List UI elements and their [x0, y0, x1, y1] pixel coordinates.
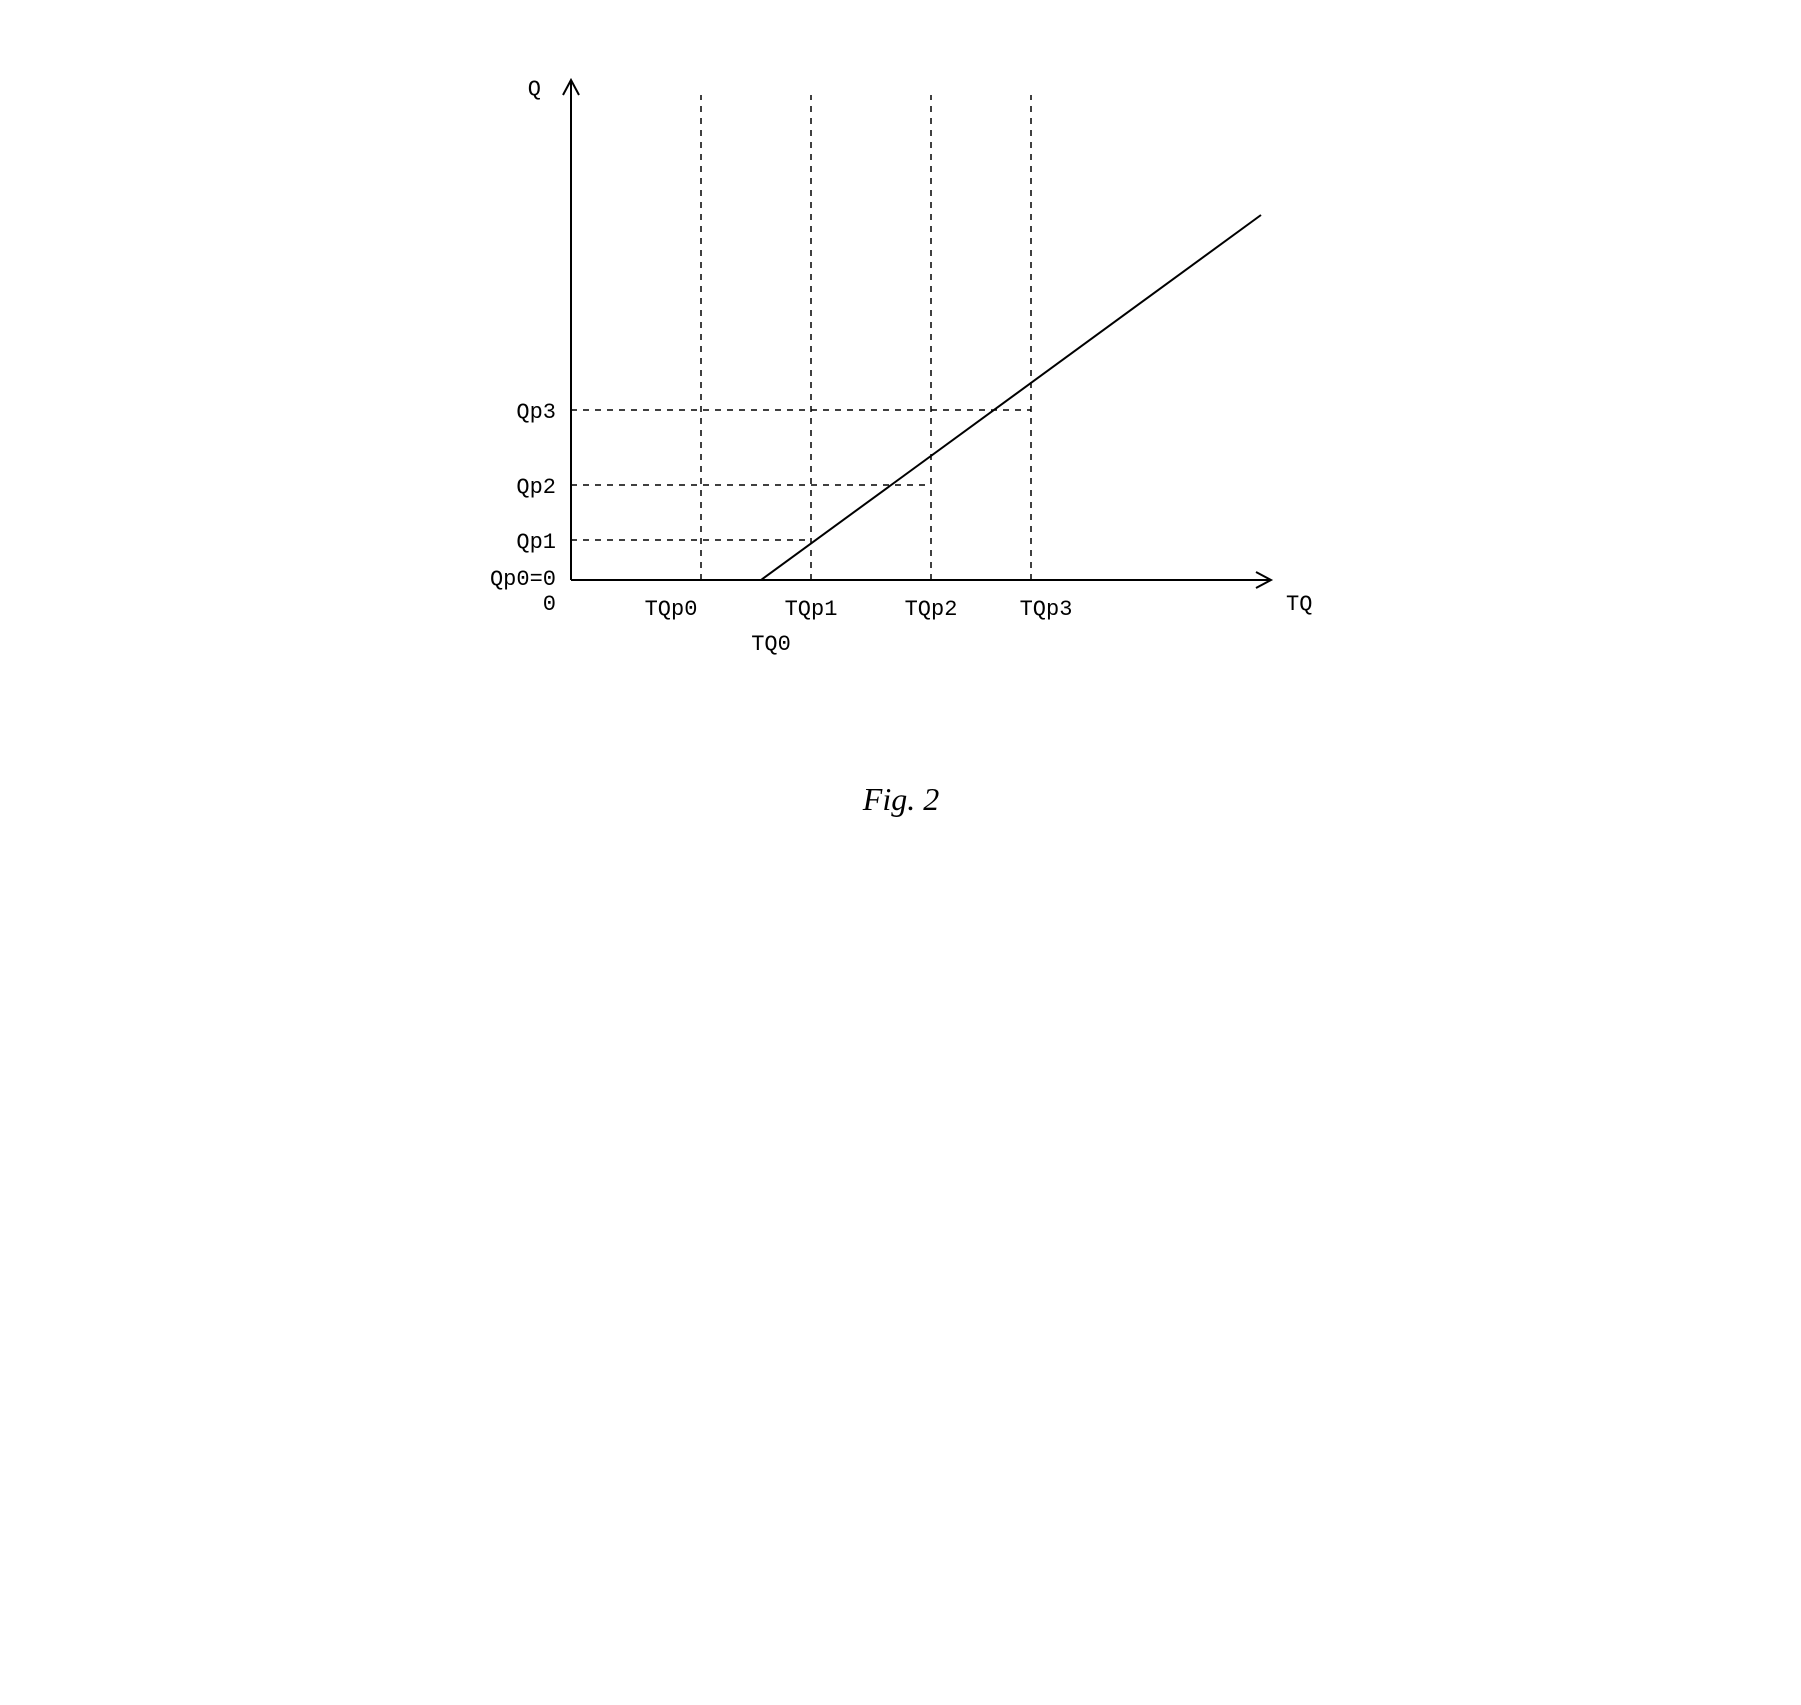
y-axis-label: Q — [527, 77, 540, 102]
xtick-TQp0: TQp0 — [644, 597, 697, 622]
origin-label: 0 — [542, 592, 555, 617]
ytick-Qp0: Qp0=0 — [489, 567, 555, 592]
chart-figure: Q TQ 0 Qp0=0 Qp1 Qp2 Qp3 TQp0 TQp1 TQp2 … — [451, 40, 1351, 890]
xtick-TQp1: TQp1 — [784, 597, 837, 622]
x-axis-label: TQ — [1286, 592, 1312, 617]
xtick-TQ0: TQ0 — [751, 632, 791, 657]
xtick-TQp2: TQp2 — [904, 597, 957, 622]
data-line — [761, 215, 1261, 580]
ytick-Qp1: Qp1 — [516, 530, 556, 555]
xtick-TQp3: TQp3 — [1019, 597, 1072, 622]
chart-svg: Q TQ 0 Qp0=0 Qp1 Qp2 Qp3 TQp0 TQp1 TQp2 … — [451, 40, 1351, 890]
ytick-Qp3: Qp3 — [516, 400, 556, 425]
figure-caption: Fig. 2 — [861, 781, 938, 817]
ytick-Qp2: Qp2 — [516, 475, 556, 500]
